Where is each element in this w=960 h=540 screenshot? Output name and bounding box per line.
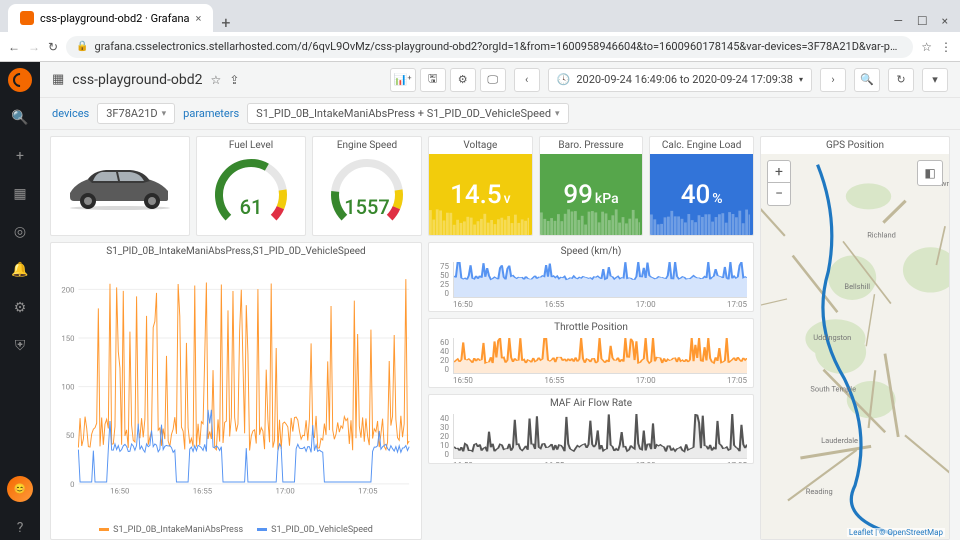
reload-icon[interactable]: ↻ <box>48 40 58 54</box>
var-devices-value[interactable]: 3F78A21D▾ <box>97 103 175 124</box>
dashboard-icon: ▦ <box>52 72 64 87</box>
dashboard-header: ▦ css-playground-obd2 ☆ ⇪ 📊⁺ 🖫 ⚙ 🖵 ‹ 🕓 2… <box>40 62 960 98</box>
help-icon[interactable]: ? <box>8 516 32 540</box>
dashboards-icon[interactable]: ▦ <box>8 182 32 206</box>
page-title: css-playground-obd2 <box>72 72 202 88</box>
combined-chart-panel[interactable]: S1_PID_0B_IntakeManiAbsPress,S1_PID_0D_V… <box>50 242 422 540</box>
map-place-label: Uddingston <box>813 333 851 342</box>
browser-tab[interactable]: css-playground-obd2 · Grafana × <box>8 4 213 32</box>
maf-chart-panel[interactable]: MAF Air Flow Rate 403020100 16:5016:5517… <box>428 394 754 464</box>
svg-text:100: 100 <box>61 383 74 392</box>
variable-row: devices 3F78A21D▾ parameters S1_PID_0B_I… <box>40 98 960 130</box>
svg-text:150: 150 <box>61 334 74 343</box>
save-button[interactable]: 🖫 <box>420 68 446 92</box>
panel-title: Voltage <box>429 137 532 154</box>
svg-text:0: 0 <box>70 480 74 489</box>
map-layers-button[interactable]: ◧ <box>917 160 943 186</box>
share-icon[interactable]: ⇪ <box>229 73 239 87</box>
explore-icon[interactable]: ◎ <box>8 220 32 244</box>
bookmark-star-icon[interactable]: ☆ <box>921 40 932 54</box>
config-gear-icon[interactable]: ⚙ <box>8 296 32 320</box>
time-forward-button[interactable]: › <box>820 68 846 92</box>
voltage-panel[interactable]: Voltage 14.5v <box>428 136 533 236</box>
panel-title: GPS Position <box>761 137 949 154</box>
panel-title: Fuel Level <box>197 137 305 154</box>
car-illustration <box>60 161 180 211</box>
svg-text:16:55: 16:55 <box>193 487 213 496</box>
lock-icon: 🔒 <box>76 41 88 52</box>
svg-text:200: 200 <box>61 285 74 294</box>
close-window-icon[interactable]: × <box>942 14 948 28</box>
panel-title: Throttle Position <box>429 319 753 336</box>
browser-tabstrip: css-playground-obd2 · Grafana × + — ☐ × <box>0 0 960 32</box>
maximize-icon[interactable]: ☐ <box>917 14 928 28</box>
gps-position-panel[interactable]: GPS Position OvertownRichlandBellshillUd… <box>760 136 950 540</box>
clock-icon: 🕓 <box>557 73 571 86</box>
refresh-interval-button[interactable]: ▾ <box>922 68 948 92</box>
grafana-logo[interactable] <box>8 68 32 92</box>
nav-forward-icon[interactable]: → <box>28 40 40 54</box>
var-params-label[interactable]: parameters <box>183 107 239 120</box>
settings-button[interactable]: ⚙ <box>450 68 476 92</box>
time-range-text: 2020-09-24 16:49:06 to 2020-09-24 17:09:… <box>576 73 793 86</box>
var-params-value[interactable]: S1_PID_0B_IntakeManiAbsPress + S1_PID_0D… <box>247 103 568 124</box>
browser-navbar: ← → ↻ 🔒 grafana.csselectronics.stellarho… <box>0 32 960 62</box>
panel-title: MAF Air Flow Rate <box>429 395 753 412</box>
tv-mode-button[interactable]: 🖵 <box>480 68 506 92</box>
time-range-picker[interactable]: 🕓 2020-09-24 16:49:06 to 2020-09-24 17:0… <box>548 68 812 92</box>
car-image-panel <box>50 136 190 236</box>
map-place-label: Reading <box>806 487 833 496</box>
nav-back-icon[interactable]: ← <box>8 40 20 54</box>
map-place-label: South Temple <box>810 384 856 393</box>
add-panel-button[interactable]: 📊⁺ <box>390 68 416 92</box>
panel-title: Engine Speed <box>313 137 421 154</box>
search-icon[interactable]: 🔍 <box>8 106 32 130</box>
chevron-down-icon: ▾ <box>799 75 803 84</box>
browser-menu-icon[interactable]: ⋮ <box>940 40 952 54</box>
new-tab-button[interactable]: + <box>213 13 238 32</box>
speed-chart-panel[interactable]: Speed (km/h) 7550250 16:5016:5517:0017:0… <box>428 242 754 312</box>
zoom-in-button[interactable]: + <box>768 161 790 183</box>
map-place-label: Richland <box>867 230 896 239</box>
close-tab-icon[interactable]: × <box>196 12 202 25</box>
svg-text:16:50: 16:50 <box>110 487 129 496</box>
grafana-sidebar: 🔍 + ▦ ◎ 🔔 ⚙ ⛨ 😊 ? <box>0 62 40 540</box>
shield-icon[interactable]: ⛨ <box>8 334 32 358</box>
time-back-button[interactable]: ‹ <box>514 68 540 92</box>
tab-title: css-playground-obd2 · Grafana <box>40 12 190 25</box>
star-icon[interactable]: ☆ <box>211 73 222 87</box>
var-devices-label[interactable]: devices <box>52 107 89 120</box>
svg-text:17:05: 17:05 <box>358 487 378 496</box>
map-canvas[interactable]: OvertownRichlandBellshillUddingstonSouth… <box>761 154 949 539</box>
panel-title: Baro. Pressure <box>540 137 643 154</box>
minimize-icon[interactable]: — <box>893 14 902 28</box>
window-controls: — ☐ × <box>889 14 952 32</box>
map-place-label: Bellshill <box>844 282 870 291</box>
plus-icon[interactable]: + <box>8 144 32 168</box>
url-text: grafana.csselectronics.stellarhosted.com… <box>95 40 904 53</box>
engine-load-panel[interactable]: Calc. Engine Load 40% <box>649 136 754 236</box>
engine-speed-panel[interactable]: Engine Speed 1557 <box>312 136 422 236</box>
avatar[interactable]: 😊 <box>7 476 33 502</box>
panel-title: S1_PID_0B_IntakeManiAbsPress,S1_PID_0D_V… <box>51 243 421 260</box>
alert-icon[interactable]: 🔔 <box>8 258 32 282</box>
map-attribution: Leaflet | © OpenStreetMap <box>847 528 945 537</box>
panel-title: Calc. Engine Load <box>650 137 753 154</box>
refresh-button[interactable]: ↻ <box>888 68 914 92</box>
svg-text:50: 50 <box>66 431 75 440</box>
map-place-label: Lauderdale <box>821 436 858 445</box>
baro-pressure-panel[interactable]: Baro. Pressure 99kPa <box>539 136 644 236</box>
url-bar[interactable]: 🔒 grafana.csselectronics.stellarhosted.c… <box>66 36 913 58</box>
fuel-level-panel[interactable]: Fuel Level 61 <box>196 136 306 236</box>
svg-text:17:00: 17:00 <box>275 487 294 496</box>
throttle-chart-panel[interactable]: Throttle Position 6040200 16:5016:5517:0… <box>428 318 754 388</box>
favicon <box>20 11 34 25</box>
panel-title: Speed (km/h) <box>429 243 753 260</box>
zoom-out-button[interactable]: − <box>768 183 790 205</box>
zoom-out-button[interactable]: 🔍 <box>854 68 880 92</box>
map-zoom-control: + − <box>767 160 791 206</box>
